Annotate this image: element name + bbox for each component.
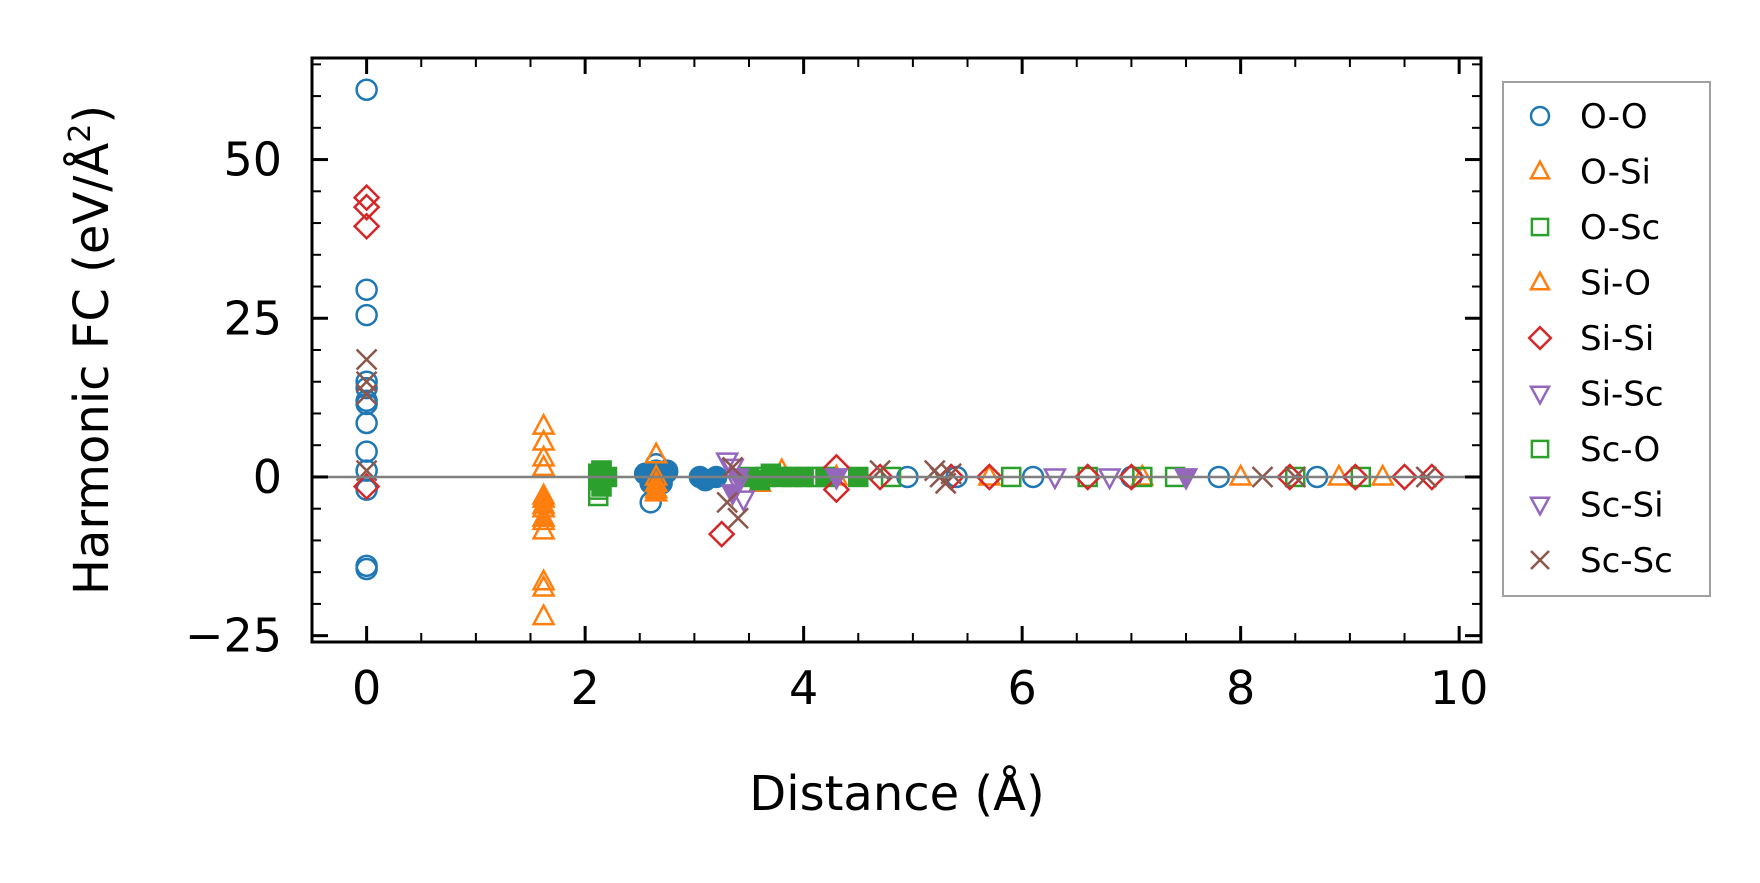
legend-marker-sc-si (1528, 496, 1552, 518)
data-point-sc-sc (355, 383, 378, 406)
data-point-o-si (531, 602, 556, 626)
data-point-si-sc-filled (824, 468, 849, 491)
data-point-o-si (531, 444, 556, 467)
data-point-si-si (1117, 463, 1146, 491)
data-point-o-si (531, 568, 556, 591)
y-axis-title-superscript: 2 (63, 124, 98, 143)
legend-label: Sc-O (1580, 430, 1660, 470)
x-tick-label: 8 (1226, 661, 1255, 715)
data-point-o-o (355, 303, 378, 327)
data-point-o-si (977, 463, 1002, 486)
data-point-si-si (1073, 463, 1102, 491)
data-point-si-sc-filled (725, 468, 751, 491)
y-tick-label: 0 (253, 450, 282, 504)
y-axis-title: Harmonic FC (eV/Å2) (63, 105, 120, 595)
data-point-si-si (352, 472, 381, 501)
plot-area-frame (310, 56, 1483, 644)
axis-ticks (311, 58, 1481, 642)
legend-marker-o-si (1528, 158, 1552, 180)
data-point-sc-sc (940, 462, 963, 485)
y-axis-title-main: Harmonic FC (eV/Å (63, 143, 120, 596)
data-point-o-si (531, 428, 556, 451)
data-point-si-si (352, 212, 381, 240)
data-point-o-o (355, 440, 378, 463)
data-point-o-o (355, 78, 378, 101)
legend-marker-si-o (1528, 269, 1552, 291)
data-point-si-si (352, 193, 381, 221)
data-point-o-si (644, 441, 669, 464)
data-point-o-si-filled (644, 479, 669, 502)
data-point-si-si (822, 475, 851, 504)
y-tick-label: −25 (185, 609, 282, 663)
y-tick-label: 50 (223, 133, 282, 187)
legend-marker-si-sc (1528, 385, 1552, 407)
x-tick-label: 0 (352, 661, 381, 715)
data-point-si-si (352, 183, 381, 212)
data-point-o-si (531, 453, 556, 477)
data-point-si-si (1390, 463, 1419, 491)
y-axis-title-close: ) (64, 105, 120, 124)
legend-marker-sc-sc (1530, 550, 1550, 570)
legend-marker-o-o (1529, 105, 1551, 127)
legend-label: O-Sc (1580, 208, 1660, 248)
data-point-o-si (1370, 463, 1395, 486)
data-point-si-sc (715, 452, 740, 475)
x-tick-label: 6 (1007, 661, 1036, 715)
data-point-sc-sc (716, 491, 739, 514)
data-point-si-si (707, 520, 736, 548)
y-tick-label: 25 (223, 291, 282, 345)
data-point-o-si (1228, 463, 1253, 486)
legend-label: O-O (1580, 97, 1648, 137)
x-tick-label: 10 (1430, 661, 1489, 715)
data-point-sc-sc (721, 456, 744, 479)
data-point-o-o (355, 411, 378, 435)
data-points-layer (352, 78, 1446, 626)
data-point-o-si (531, 517, 556, 540)
x-tick-label: 4 (789, 661, 818, 715)
data-point-si-si (1341, 463, 1370, 491)
data-point-sc-sc (355, 348, 378, 371)
data-point-o-o (355, 278, 378, 301)
legend: O-O O-Si O-Sc Si-O Si-Si Si-Sc Sc-O Sc-Si Sc-Sc (1502, 81, 1711, 597)
data-point-o-si (1130, 463, 1155, 486)
data-point-o-o (355, 376, 378, 400)
data-point-o-si-filled (531, 504, 556, 527)
legend-entries: O-O O-Si O-Sc Si-O Si-Si Si-Sc Sc-O Sc-Si Sc-Sc (1527, 97, 1673, 581)
legend-marker-si-si (1527, 325, 1553, 351)
legend-label: O-Si (1580, 153, 1651, 193)
legend-label: Sc-Sc (1580, 541, 1673, 581)
data-point-sc-sc (727, 507, 749, 530)
legend-label: Si-O (1580, 264, 1651, 304)
legend-marker-sc-o (1530, 439, 1550, 459)
data-point-si-si (975, 463, 1004, 491)
x-axis-title: Distance (Å) (749, 765, 1044, 822)
data-point-si-sc (731, 490, 756, 513)
data-point-si-si (866, 463, 894, 491)
data-point-o-o (355, 557, 378, 581)
data-point-si-sc-filled (720, 484, 745, 507)
legend-label: Sc-Si (1580, 486, 1664, 526)
legend-label: Si-Sc (1580, 375, 1664, 415)
data-point-si-sc (1042, 468, 1068, 491)
x-tick-label: 2 (570, 661, 599, 715)
data-point-o-si (531, 412, 556, 435)
data-point-si-sc (1097, 468, 1122, 491)
y-tick-labels: −25 0 25 50 (185, 133, 282, 663)
legend-label: Si-Si (1580, 319, 1654, 359)
legend-marker-o-sc (1530, 217, 1550, 237)
x-tick-labels: 0 2 4 6 8 10 (352, 661, 1488, 715)
data-point-o-si (531, 574, 556, 597)
data-point-si-sc-filled (1173, 468, 1199, 491)
